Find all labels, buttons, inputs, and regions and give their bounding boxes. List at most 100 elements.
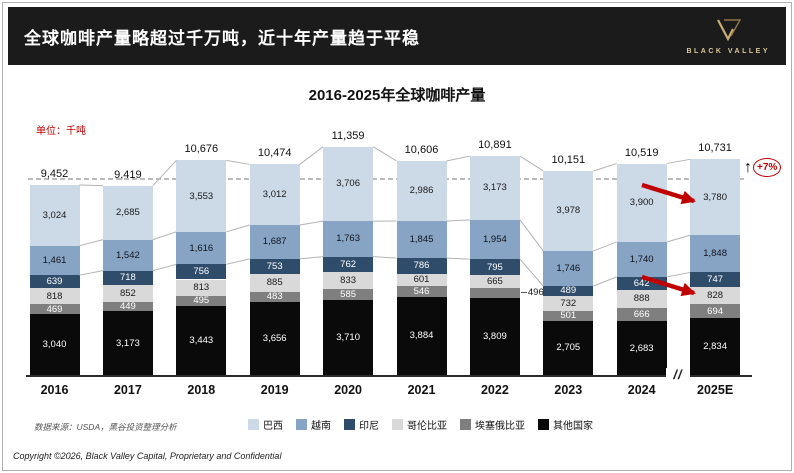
bar-segment: 795 xyxy=(469,259,520,276)
segment-value: 747 xyxy=(707,274,724,286)
bar-segment: 483 xyxy=(249,291,300,303)
x-axis-label: 2020 xyxy=(334,383,362,397)
segment-value: 3,656 xyxy=(262,332,287,344)
bar-segment: 3,780 xyxy=(690,159,741,236)
segment-value: 469 xyxy=(46,303,63,315)
bar-segment: 501 xyxy=(543,310,594,322)
legend-label: 哥伦比亚 xyxy=(407,421,447,432)
bar-segment: 786 xyxy=(396,258,447,274)
bar-total-label: 10,474 xyxy=(257,147,292,160)
bar-total-label: 9,452 xyxy=(40,168,69,181)
segment-value: 732 xyxy=(560,297,577,309)
segment-value: 3,900 xyxy=(629,197,654,209)
bar-total-label: 10,891 xyxy=(478,139,512,152)
legend-item-4: 埃塞俄比亚 xyxy=(460,417,525,432)
bar-segment: 1,763 xyxy=(323,221,374,257)
segment-value: 1,616 xyxy=(189,242,214,254)
bar-segment: 828 xyxy=(690,287,741,305)
bar-segment: 753 xyxy=(249,258,300,274)
segment-value: 1,687 xyxy=(262,236,287,248)
bar-segment: 3,656 xyxy=(249,301,300,375)
legend-swatch xyxy=(344,419,355,430)
legend-item-3: 哥伦比亚 xyxy=(392,417,447,432)
segment-value: 601 xyxy=(413,274,430,286)
segment-value: 501 xyxy=(560,310,577,322)
callout-label: 496 xyxy=(520,287,544,298)
segment-value: 795 xyxy=(486,261,503,273)
bar-segment: 1,461 xyxy=(29,245,80,276)
legend-swatch xyxy=(392,419,403,430)
segment-value: 3,173 xyxy=(116,337,140,349)
segment-value: 3,780 xyxy=(703,191,727,203)
bar-segment: 1,687 xyxy=(249,224,300,259)
x-axis-label: 2025E xyxy=(697,383,734,397)
bar-segment: 495 xyxy=(176,295,227,306)
bar-segment: 852 xyxy=(102,285,153,303)
segment-value: 3,443 xyxy=(189,334,214,346)
bar-total-label: 10,519 xyxy=(624,146,659,159)
bar-segment: 756 xyxy=(176,264,227,280)
bar-segment: 449 xyxy=(102,301,153,313)
legend-label: 埃塞俄比亚 xyxy=(475,421,525,432)
bar-segment: 2,986 xyxy=(396,160,447,221)
segment-value: 852 xyxy=(119,288,136,300)
segment-value: 756 xyxy=(193,266,210,278)
segment-value: 3,012 xyxy=(262,189,287,201)
x-axis-label: 2021 xyxy=(407,383,436,397)
growth-percent-badge: +7% xyxy=(753,158,782,177)
bar-segment: 546 xyxy=(396,286,447,297)
bar-total-label: 10,151 xyxy=(551,153,586,166)
bar-segment: 3,809 xyxy=(469,298,520,375)
bar-segment: 1,746 xyxy=(543,250,594,287)
bar-total-label: 10,731 xyxy=(698,142,732,155)
bar-segment: 1,542 xyxy=(102,239,153,271)
bar-segment: 813 xyxy=(176,279,227,296)
company-logo: BLACK VALLEY xyxy=(686,18,770,55)
bar-segment: 3,443 xyxy=(176,305,227,375)
bar-segment: 666 xyxy=(616,307,667,322)
data-source-note: 数据来源：USDA，黑谷投资整理分析 xyxy=(34,422,177,432)
x-axis-label: 2018 xyxy=(187,383,216,397)
segment-value: 813 xyxy=(193,282,210,294)
segment-value: 639 xyxy=(46,276,63,288)
bar-segment: 3,173 xyxy=(102,311,153,375)
segment-value: 885 xyxy=(266,277,283,289)
segment-value: 2,986 xyxy=(409,185,434,197)
bar-segment: 3,012 xyxy=(249,164,300,225)
logo-mark-icon xyxy=(717,18,742,41)
x-axis-label: 2016 xyxy=(40,383,69,397)
bar-segment: 3,024 xyxy=(29,185,80,246)
segment-value: 694 xyxy=(707,305,724,317)
segment-value: 3,706 xyxy=(336,178,360,190)
bar-segment: 3,978 xyxy=(543,170,594,251)
segment-value: 1,954 xyxy=(483,233,507,245)
bar-segment: 2,705 xyxy=(543,320,594,375)
segment-value: 3,024 xyxy=(42,209,67,221)
segment-value: 833 xyxy=(340,274,357,286)
segment-value: 3,710 xyxy=(336,332,360,344)
unit-label: 单位：千吨 xyxy=(36,126,86,137)
segment-value: 483 xyxy=(266,291,283,303)
segment-value: 666 xyxy=(633,308,650,320)
chart-title: 2016-2025年全球咖啡产量 xyxy=(308,87,486,104)
segment-value: 786 xyxy=(413,260,430,272)
bar-segment: 1,954 xyxy=(469,219,520,260)
x-axis-label: 2023 xyxy=(554,383,583,397)
bar-segment: 489 xyxy=(543,285,594,297)
legend-swatch xyxy=(248,419,259,430)
bar-segment: 601 xyxy=(396,273,447,286)
segment-value: 449 xyxy=(119,301,136,313)
bar-segment: 3,040 xyxy=(29,313,80,375)
segment-value: 665 xyxy=(486,276,503,288)
segment-value: 3,884 xyxy=(409,330,434,342)
segment-value: 3,040 xyxy=(42,338,67,350)
bar-segment: 3,710 xyxy=(323,300,374,375)
bar-segment: 642 xyxy=(616,276,667,290)
bar-segment: 585 xyxy=(323,288,374,301)
segment-value: 489 xyxy=(560,285,577,297)
growth-annotation: ↑ +7% xyxy=(744,158,782,177)
segment-value: 1,848 xyxy=(703,248,727,260)
legend-item-5: 其他国家 xyxy=(538,417,593,432)
callout-leader-line xyxy=(520,292,527,294)
